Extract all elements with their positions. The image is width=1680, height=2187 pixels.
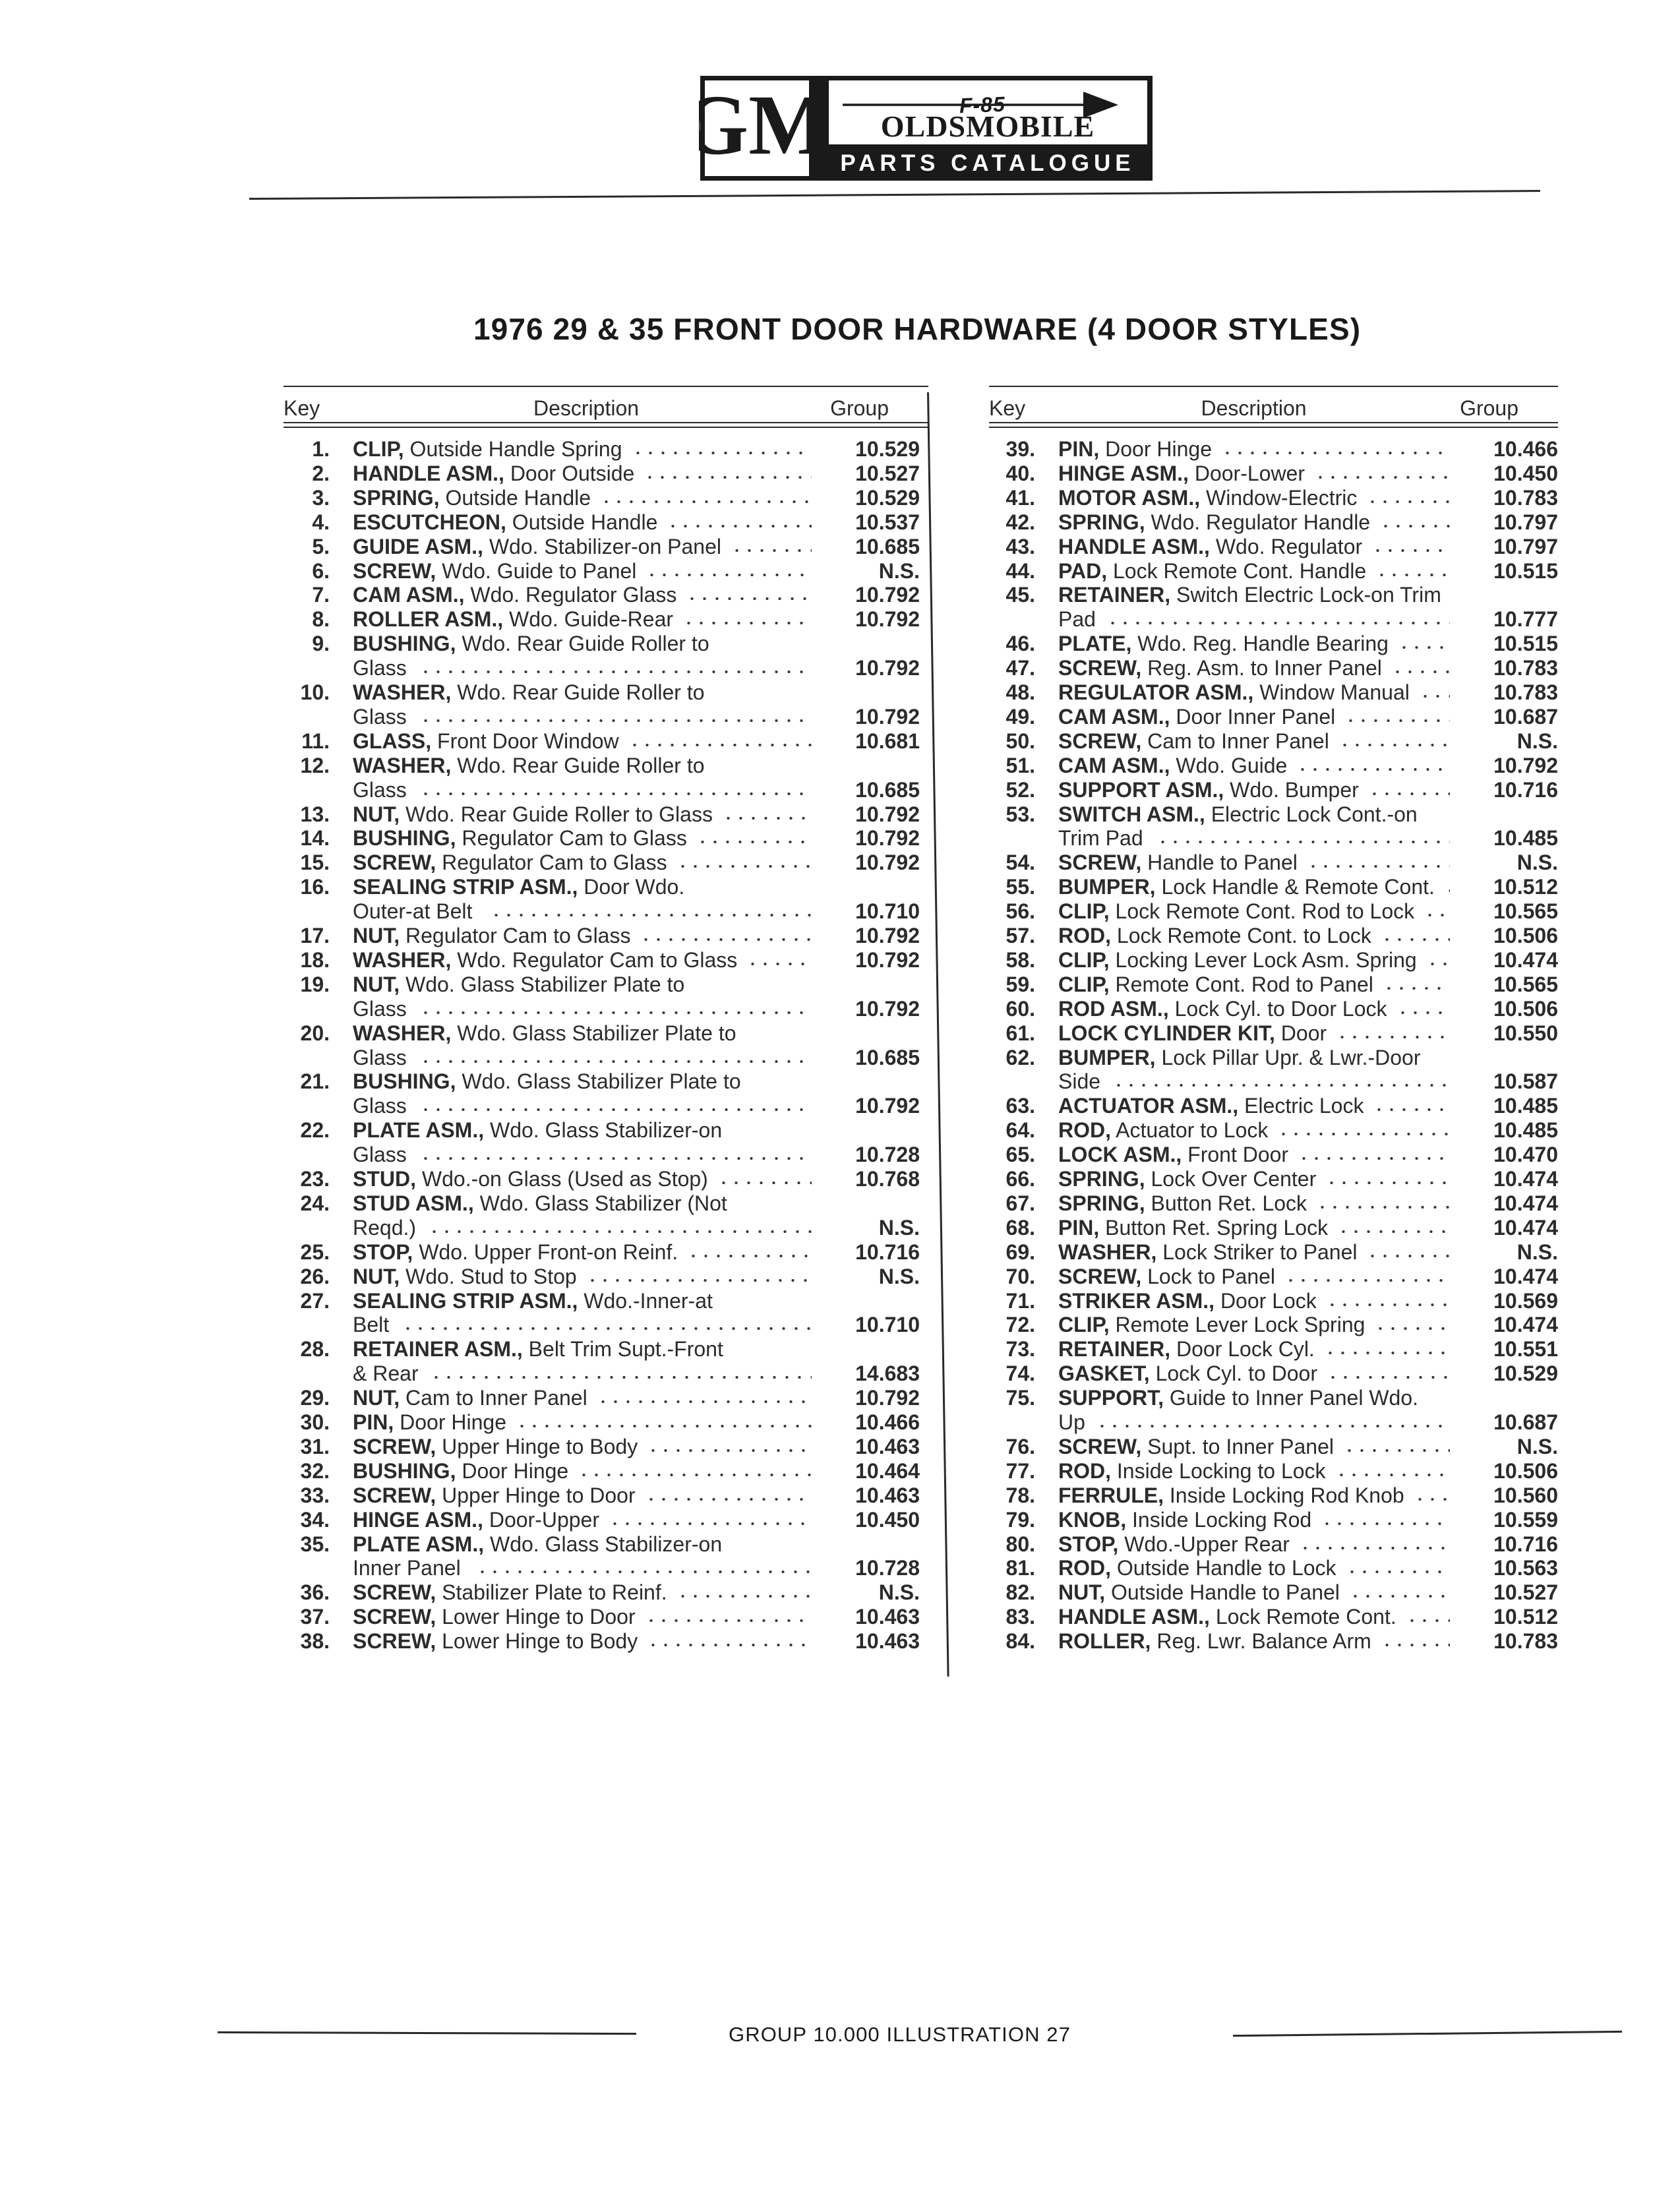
svg-text:GM: GM xyxy=(699,78,829,173)
svg-text:OLDSMOBILE: OLDSMOBILE xyxy=(881,109,1095,143)
svg-text:PARTS CATALOGUE: PARTS CATALOGUE xyxy=(840,150,1135,176)
